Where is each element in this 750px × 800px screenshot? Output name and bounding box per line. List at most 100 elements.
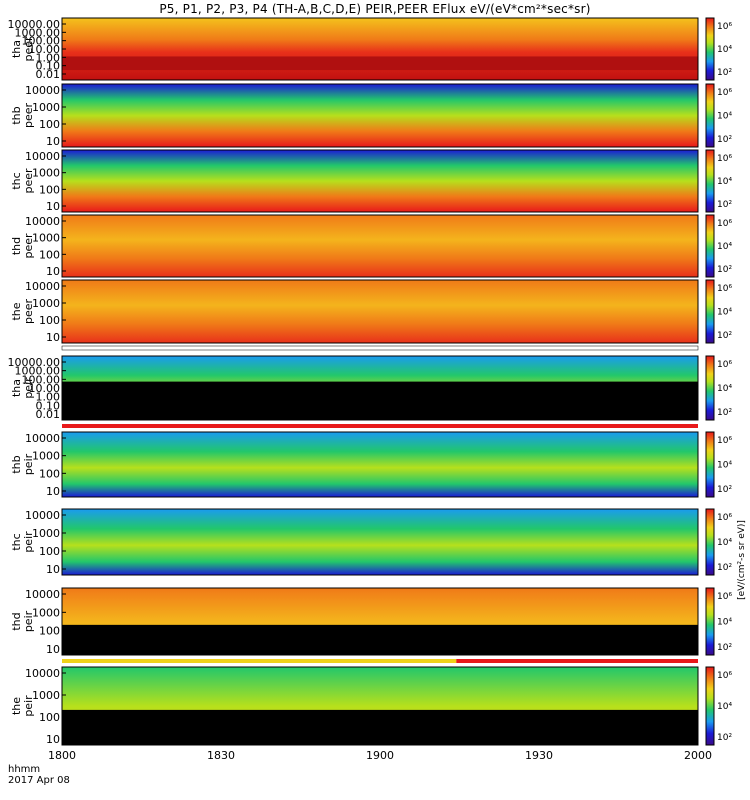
y-tick-label: 10000 bbox=[25, 588, 60, 601]
quality-flag-bar bbox=[456, 659, 698, 663]
colorbar-tick-label: 10² bbox=[717, 135, 732, 145]
y-tick-label: 100 bbox=[39, 625, 60, 638]
panel-thc-peer: 10000 1000 100 10 thc peer 10² 10⁴ 10⁶ bbox=[10, 149, 732, 213]
chart-title: P5, P1, P2, P3, P4 (TH-A,B,C,D,E) PEIR,P… bbox=[159, 2, 591, 16]
y-tick-label: 1000 bbox=[32, 101, 60, 114]
colorbar-tick-label: 10⁶ bbox=[717, 592, 732, 602]
y-tick-label: 1000 bbox=[32, 167, 60, 180]
y-tick-label: 1000 bbox=[32, 689, 60, 702]
y-tick-label: 1000 bbox=[32, 232, 60, 245]
probe-label: tha bbox=[10, 379, 23, 397]
probe-label: the bbox=[10, 697, 23, 715]
panel-frame bbox=[61, 214, 699, 278]
colorbar-tick-label: 10² bbox=[717, 408, 732, 418]
x-tick-label: 2000 bbox=[684, 749, 712, 762]
colorbar-tick-label: 10⁶ bbox=[717, 219, 732, 229]
colorbar bbox=[705, 83, 715, 148]
y-tick-label: 100 bbox=[39, 248, 60, 261]
y-tick-label: 10000 bbox=[25, 84, 60, 97]
y-tick-label: 100 bbox=[39, 467, 60, 480]
colorbar-tick-label: 10⁶ bbox=[717, 513, 732, 523]
panel-frame bbox=[61, 587, 699, 656]
probe-label: thc bbox=[10, 172, 23, 189]
colorbar-tick-label: 10² bbox=[717, 331, 732, 341]
y-tick-label: 10 bbox=[46, 135, 60, 148]
y-tick-label: 1000 bbox=[32, 297, 60, 310]
colorbar bbox=[705, 214, 715, 278]
y-tick-label: 10000 bbox=[25, 432, 60, 445]
spectrogram-thb-peer bbox=[62, 84, 698, 147]
spectrogram-tha-peer bbox=[62, 18, 698, 80]
colorbar-tick-label: 10⁴ bbox=[717, 45, 732, 55]
panel-thb-peer: 10000 1000 100 10 thb peer 10² 10⁴ 10⁶ bbox=[10, 83, 732, 148]
panel-frame bbox=[61, 508, 699, 576]
colorbar bbox=[705, 149, 715, 213]
y-tick-label: 1000 bbox=[32, 606, 60, 619]
colorbar-tick-label: 10⁶ bbox=[717, 88, 732, 98]
y-tick-label: 0.10 bbox=[36, 399, 61, 412]
colorbar-tick-label: 10⁴ bbox=[717, 177, 732, 187]
y-tick-label: 100.00 bbox=[22, 35, 61, 48]
y-tick-label: 1000.00 bbox=[15, 365, 61, 378]
instrument-label: peir bbox=[22, 377, 35, 399]
date-label: 2017 Apr 08 bbox=[8, 775, 70, 786]
instrument-label: peer bbox=[22, 233, 35, 259]
colorbar-tick-label: 10⁴ bbox=[717, 112, 732, 122]
y-tick-label: 10.00 bbox=[29, 382, 61, 395]
colorbar-tick-label: 10⁴ bbox=[717, 308, 732, 318]
panel-thd-peir: 10000 1000 100 10 thd peir 10² 10⁴ 10⁶ bbox=[10, 587, 732, 656]
colorbar-unit-label: [eV/(cm²-s sr eV)] bbox=[737, 520, 747, 600]
spectrogram-the-peer bbox=[62, 280, 698, 343]
probe-label: tha bbox=[10, 40, 23, 58]
colorbar-tick-label: 10⁶ bbox=[717, 284, 732, 294]
colorbar bbox=[705, 17, 715, 81]
y-tick-label: 1000 bbox=[32, 527, 60, 540]
colorbar bbox=[705, 508, 715, 576]
y-tick-label: 1000 bbox=[32, 450, 60, 463]
low-energy-band bbox=[62, 56, 698, 71]
y-tick-label: 10 bbox=[46, 643, 60, 656]
colorbar-tick-label: 10² bbox=[717, 200, 732, 210]
colorbar-tick-label: 10² bbox=[717, 643, 732, 653]
y-tick-label: 1.00 bbox=[36, 391, 61, 404]
y-tick-label: 10 bbox=[46, 733, 60, 746]
spectrogram-thb-peir bbox=[62, 432, 698, 497]
panel-frame bbox=[61, 83, 699, 148]
colorbar-tick-label: 10⁶ bbox=[717, 154, 732, 164]
colorbar-tick-label: 10² bbox=[717, 485, 732, 495]
colorbar-tick-label: 10² bbox=[717, 68, 732, 78]
y-tick-label: 10 bbox=[46, 200, 60, 213]
instrument-label: peir bbox=[22, 695, 35, 717]
panel-the-peir: 10000 1000 100 10 the peir 10² 10⁴ 10⁶ bbox=[10, 666, 732, 746]
x-tick-label: 1800 bbox=[48, 749, 76, 762]
quality-flag-bar bbox=[62, 659, 457, 663]
probe-label: thd bbox=[10, 612, 23, 630]
colorbar bbox=[705, 587, 715, 656]
y-tick-label: 10000 bbox=[25, 150, 60, 163]
probe-label: thb bbox=[10, 106, 23, 124]
instrument-label: peer bbox=[22, 103, 35, 129]
colorbar-tick-label: 10⁴ bbox=[717, 538, 732, 548]
y-tick-label: 100 bbox=[39, 183, 60, 196]
probe-label: the bbox=[10, 302, 23, 320]
panel-the-peer: 10000 1000 100 10 the peer 10² 10⁴ 10⁶ bbox=[10, 279, 732, 344]
colorbar bbox=[705, 666, 715, 746]
y-tick-label: 10000 bbox=[25, 280, 60, 293]
y-tick-label: 10.00 bbox=[29, 43, 61, 56]
y-tick-label: 1.00 bbox=[36, 51, 61, 64]
panel-frame bbox=[61, 431, 699, 498]
colorbar-tick-label: 10⁴ bbox=[717, 242, 732, 252]
group-separator bbox=[61, 345, 699, 351]
probe-label: thb bbox=[10, 455, 23, 473]
y-tick-label: 10000.00 bbox=[8, 18, 61, 31]
y-tick-label: 10000 bbox=[25, 215, 60, 228]
y-tick-label: 10000 bbox=[25, 509, 60, 522]
colorbar bbox=[705, 355, 715, 421]
colorbar-tick-label: 10² bbox=[717, 563, 732, 573]
probe-label: thc bbox=[10, 533, 23, 550]
no-data-region bbox=[62, 624, 698, 655]
panel-thc-peir: 10000 1000 100 10 thc peir 10² 10⁴ 10⁶ bbox=[10, 508, 732, 576]
